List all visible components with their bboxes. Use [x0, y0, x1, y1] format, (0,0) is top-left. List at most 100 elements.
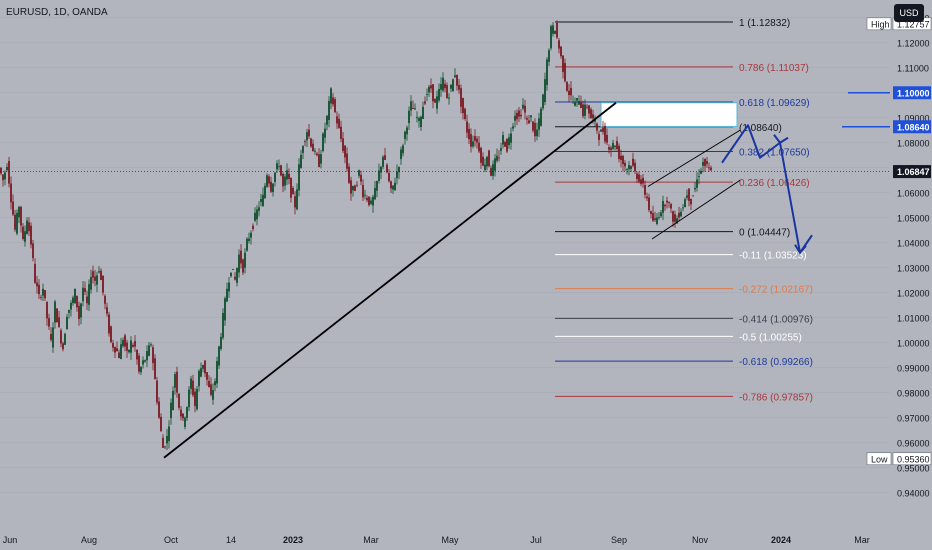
candle-body	[660, 212, 662, 217]
fib-level-label: 0.382 (1.07650)	[739, 148, 810, 159]
candle-body	[672, 211, 674, 222]
candle-body	[154, 358, 156, 380]
candle-body	[600, 129, 602, 132]
candle-body	[298, 164, 300, 191]
candle-body	[510, 133, 512, 143]
candle-body	[588, 105, 590, 114]
candle-body	[286, 170, 288, 180]
candle-body	[454, 75, 456, 78]
candle-body	[302, 146, 304, 153]
candle-body	[192, 380, 194, 396]
candle-body	[198, 370, 200, 387]
candle-body	[570, 87, 572, 96]
time-tick-label: Sep	[611, 535, 627, 545]
candle-body	[564, 63, 566, 82]
candle-body	[94, 276, 96, 281]
chart-drawings[interactable]	[163, 91, 890, 459]
price-tick-label: 1.01000	[897, 313, 930, 323]
candle-body	[694, 187, 696, 190]
currency-button[interactable]: USD	[894, 4, 924, 22]
candle-body	[318, 154, 320, 167]
candle-body	[436, 96, 438, 109]
candle-body	[188, 389, 190, 408]
candle-body	[442, 77, 444, 91]
candle-body	[704, 159, 706, 167]
channel-lower[interactable]	[651, 179, 741, 240]
candle-body	[262, 194, 264, 207]
candle-body	[176, 371, 178, 393]
candle-body	[24, 231, 26, 242]
fibonacci-retracement[interactable]: 1 (1.12832) 0.786 (1.11037) 0.618 (1.09629…	[555, 18, 813, 403]
support-trendline[interactable]	[163, 102, 617, 459]
candle-body	[342, 138, 344, 151]
candle-body	[708, 167, 710, 169]
channel-upper[interactable]	[647, 129, 741, 187]
candle-body	[604, 125, 606, 142]
supply-zone-box[interactable]	[600, 102, 738, 127]
symbol-title: EURUSD, 1D, OANDA	[6, 7, 108, 18]
candle-body	[598, 133, 600, 140]
candle-body	[462, 97, 464, 114]
price-axis[interactable]: 1.130001.120001.110001.100001.090001.080…	[866, 0, 932, 550]
candle-body	[76, 295, 78, 308]
time-tick-label: Jul	[530, 535, 542, 545]
candle-body	[666, 200, 668, 203]
candle-body	[290, 177, 292, 198]
candle-body	[656, 217, 658, 224]
candle-body	[482, 156, 484, 166]
price-tick-label: 0.96000	[897, 438, 930, 448]
candle-body	[686, 195, 688, 198]
candle-body	[638, 174, 640, 182]
candle-body	[54, 301, 56, 323]
candle-body	[386, 164, 388, 173]
price-tag-value: 1.08640	[897, 122, 930, 132]
price-tag-box	[893, 120, 931, 134]
candle-body	[470, 134, 472, 147]
candle-body	[84, 288, 86, 292]
candle-body	[472, 141, 474, 147]
candle-body	[548, 50, 550, 62]
candle-body	[668, 202, 670, 204]
candle-body	[370, 200, 372, 204]
candle-body	[236, 268, 238, 283]
candle-body	[378, 170, 380, 181]
candle-body	[2, 174, 4, 181]
candle-body	[194, 391, 196, 406]
candle-body	[446, 85, 448, 99]
candle-body	[560, 46, 562, 57]
candle-body	[558, 40, 560, 49]
candle-body	[264, 185, 266, 199]
candle-body	[232, 269, 234, 270]
candle-body	[46, 301, 48, 319]
time-axis[interactable]: Jun Aug Oct 14 2023 Mar May Jul Sep Nov 2024 Mar	[0, 533, 932, 550]
candle-body	[532, 121, 534, 131]
candle-body	[502, 135, 504, 145]
price-tick-label: 1.08000	[897, 138, 930, 148]
candle-body	[698, 176, 700, 177]
candle-body	[434, 99, 436, 103]
candle-body	[30, 225, 32, 245]
candle-body	[710, 167, 712, 171]
candle-body	[582, 104, 584, 117]
candlestick-series	[0, 20, 890, 450]
candle-body	[158, 401, 160, 418]
candle-body	[392, 185, 394, 190]
candle-body	[390, 181, 392, 189]
candle-body	[56, 308, 58, 323]
candle-body	[272, 183, 274, 193]
candle-body	[178, 393, 180, 408]
candle-body	[312, 143, 314, 152]
candle-body	[100, 270, 102, 280]
price-grid	[0, 17, 890, 494]
time-tick-label: Mar	[363, 535, 379, 545]
candle-body	[494, 158, 496, 171]
time-tick-label: Nov	[692, 535, 709, 545]
time-tick-label: Jun	[3, 535, 18, 545]
candle-body	[40, 297, 42, 299]
candle-body	[196, 389, 198, 410]
candle-body	[14, 214, 16, 230]
candle-body	[356, 184, 358, 186]
candle-body	[86, 296, 88, 304]
candle-body	[0, 167, 2, 174]
